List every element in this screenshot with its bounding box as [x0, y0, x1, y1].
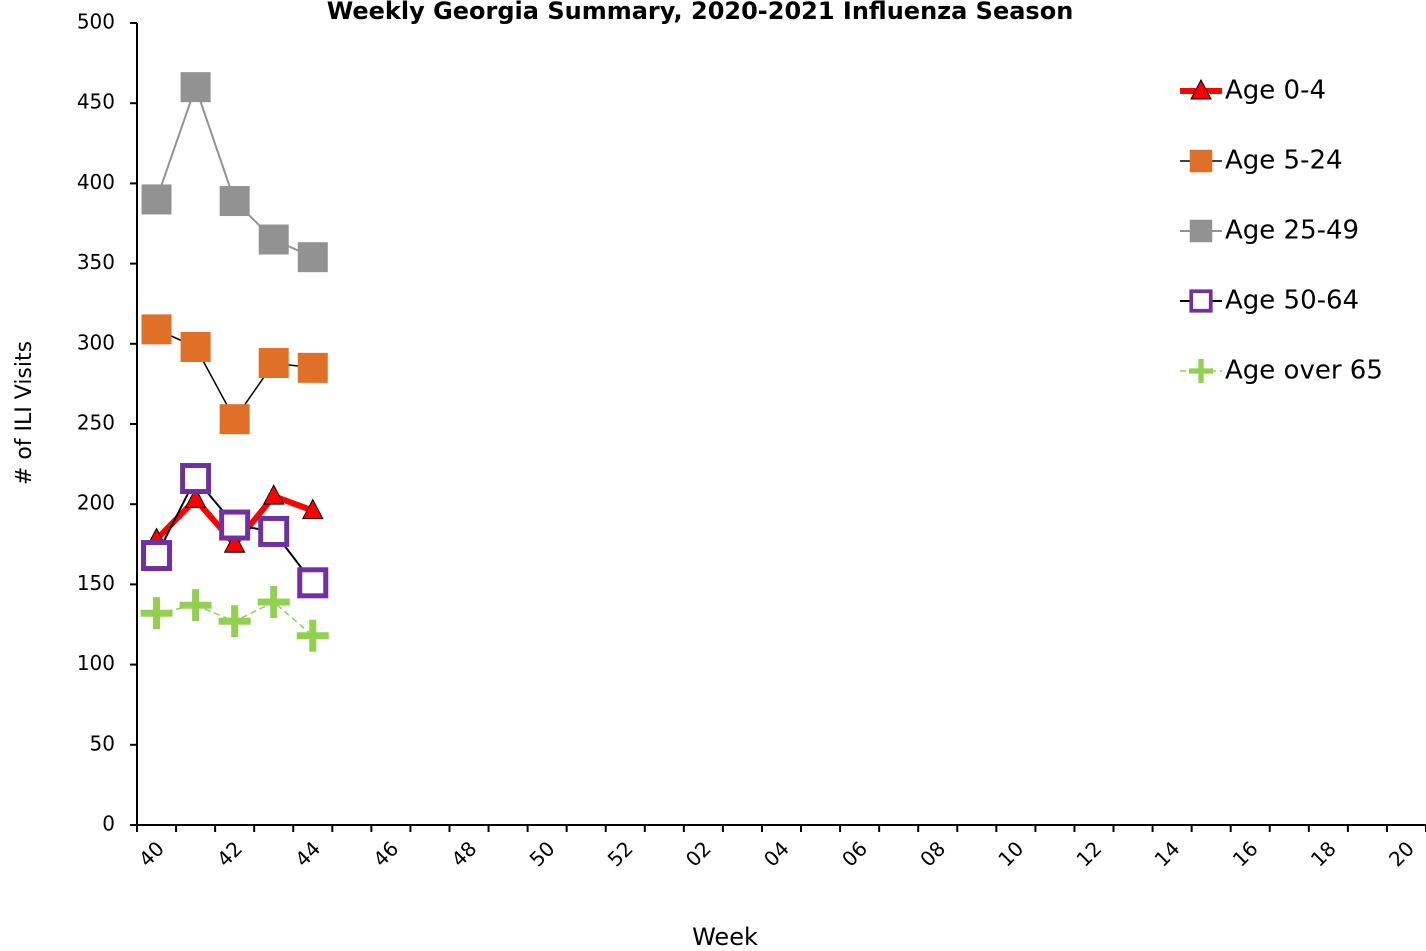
y-tick-label: 50	[90, 731, 115, 755]
x-tick-label: 42	[212, 836, 247, 871]
data-point	[219, 186, 250, 217]
x-tick-label: 02	[681, 836, 716, 871]
legend-label: Age 25-49	[1225, 216, 1359, 246]
legend-marker	[1189, 219, 1213, 243]
y-tick-label: 400	[77, 170, 115, 194]
y-tick-label: 300	[77, 330, 115, 354]
data-point	[141, 184, 172, 215]
x-axis-label: Week	[692, 923, 758, 951]
x-tick-label: 48	[446, 836, 481, 871]
y-tick-label: 200	[77, 491, 115, 515]
legend-marker	[1190, 78, 1212, 100]
x-tick-label: 20	[1384, 836, 1419, 871]
data-point	[184, 487, 207, 508]
legend-marker	[1189, 149, 1213, 173]
data-point	[296, 619, 329, 652]
data-point	[301, 498, 324, 520]
x-tick-label: 52	[603, 836, 638, 871]
data-point	[140, 597, 173, 630]
data-point	[141, 540, 173, 572]
y-tick-label: 450	[77, 90, 115, 114]
y-tick-label: 150	[77, 571, 115, 595]
data-point	[179, 589, 212, 622]
legend-label: Age over 65	[1225, 356, 1383, 386]
x-tick-label: 04	[759, 836, 794, 871]
x-tick-label: 06	[837, 836, 872, 871]
legend-marker	[1189, 289, 1213, 313]
x-tick-label: 40	[134, 836, 169, 871]
data-point	[180, 332, 211, 363]
x-tick-label: 16	[1228, 836, 1263, 871]
chart-title: Weekly Georgia Summary, 2020-2021 Influe…	[327, 0, 1074, 25]
data-point	[219, 404, 250, 435]
data-point	[258, 224, 289, 255]
y-tick-label: 350	[77, 250, 115, 274]
legend-label: Age 5-24	[1225, 146, 1343, 176]
data-point	[297, 242, 328, 273]
data-point	[180, 463, 212, 495]
data-point	[219, 509, 251, 541]
x-tick-label: 44	[290, 836, 325, 871]
y-axis-label: # of ILI Visits	[12, 341, 37, 485]
data-point	[258, 515, 290, 547]
data-point	[223, 532, 246, 553]
y-tick-label: 250	[77, 411, 115, 435]
x-tick-label: 08	[915, 836, 950, 871]
x-tick-label: 50	[525, 836, 560, 871]
x-tick-label: 10	[993, 836, 1028, 871]
x-tick-label: 12	[1071, 836, 1106, 871]
data-point	[297, 352, 328, 383]
data-point	[262, 484, 285, 505]
y-tick-label: 500	[77, 10, 115, 34]
x-tick-label: 14	[1150, 836, 1185, 871]
data-point	[258, 348, 289, 379]
data-point	[180, 72, 211, 103]
legend-label: Age 0-4	[1225, 76, 1326, 106]
y-tick-label: 100	[77, 651, 115, 675]
data-point	[218, 605, 251, 638]
data-point	[257, 586, 290, 619]
y-tick-label: 0	[102, 812, 115, 836]
legend-label: Age 50-64	[1225, 286, 1359, 316]
legend-marker	[1189, 359, 1213, 383]
data-point	[141, 314, 172, 345]
series-line	[155, 84, 314, 259]
x-tick-label: 46	[368, 836, 403, 871]
x-tick-label: 18	[1306, 836, 1341, 871]
data-point	[297, 567, 329, 599]
